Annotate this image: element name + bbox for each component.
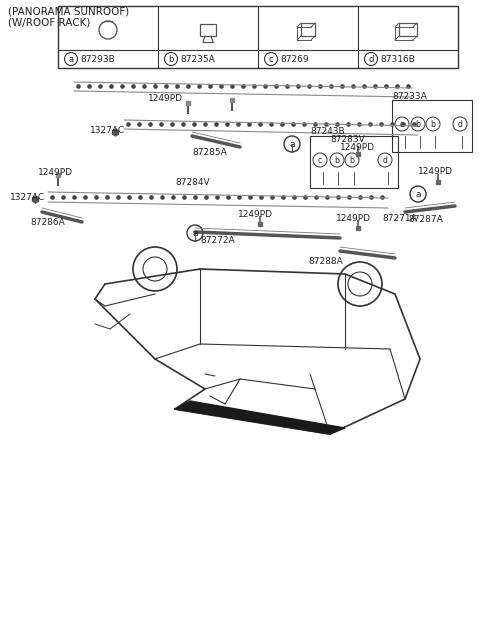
Text: a: a <box>415 189 421 198</box>
Bar <box>399 23 417 36</box>
Text: 87272A: 87272A <box>200 236 235 245</box>
Bar <box>58 6 458 68</box>
Polygon shape <box>175 401 345 434</box>
Text: c: c <box>318 155 322 164</box>
Bar <box>301 23 315 36</box>
Text: a: a <box>69 55 73 64</box>
Text: 1327AC: 1327AC <box>90 126 125 135</box>
Text: 1249PD: 1249PD <box>38 167 73 176</box>
Text: b: b <box>416 120 420 129</box>
Text: d: d <box>457 120 462 129</box>
Text: 87284V: 87284V <box>175 178 210 187</box>
Bar <box>392 100 472 152</box>
Text: 1327AC: 1327AC <box>10 193 45 202</box>
Text: 87243B: 87243B <box>310 126 345 135</box>
Text: 87269: 87269 <box>280 55 309 64</box>
Text: 87287A: 87287A <box>408 214 443 223</box>
Text: b: b <box>168 55 174 64</box>
Text: 1249PD: 1249PD <box>238 209 273 218</box>
Text: 87283V: 87283V <box>330 135 365 144</box>
Bar <box>310 136 398 188</box>
Text: d: d <box>368 55 374 64</box>
Text: c: c <box>269 55 273 64</box>
Text: 1249PD: 1249PD <box>148 93 183 102</box>
Text: b: b <box>335 155 339 164</box>
Text: 1249PD: 1249PD <box>418 167 453 176</box>
Text: 87286A: 87286A <box>30 218 65 227</box>
Text: (PANORAMA SUNROOF): (PANORAMA SUNROOF) <box>8 6 129 16</box>
Bar <box>200 24 216 36</box>
Text: a: a <box>289 140 295 149</box>
Text: 1249PD: 1249PD <box>340 142 375 151</box>
Text: 87235A: 87235A <box>180 55 215 64</box>
Text: 87285A: 87285A <box>192 147 227 156</box>
Text: b: b <box>349 155 354 164</box>
Text: 87293B: 87293B <box>80 55 115 64</box>
Text: 87288A: 87288A <box>308 256 343 265</box>
Text: a: a <box>192 229 198 238</box>
Text: d: d <box>383 155 387 164</box>
Text: 87233A: 87233A <box>392 91 427 100</box>
Text: b: b <box>431 120 435 129</box>
Text: 87316B: 87316B <box>380 55 415 64</box>
Text: 1249PD: 1249PD <box>336 214 371 222</box>
Text: c: c <box>400 120 404 129</box>
Text: 87271A: 87271A <box>382 214 417 222</box>
Text: (W/ROOF RACK): (W/ROOF RACK) <box>8 17 90 27</box>
